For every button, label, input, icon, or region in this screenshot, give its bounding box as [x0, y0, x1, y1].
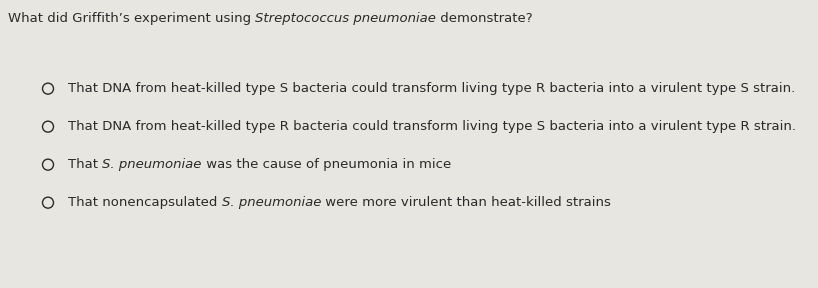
Text: Streptococcus pneumoniae: Streptococcus pneumoniae: [255, 12, 436, 25]
Text: What did Griffith’s experiment using: What did Griffith’s experiment using: [8, 12, 255, 25]
Text: demonstrate?: demonstrate?: [436, 12, 533, 25]
Text: That nonencapsulated: That nonencapsulated: [68, 196, 222, 209]
Text: was the cause of pneumonia in mice: was the cause of pneumonia in mice: [201, 158, 451, 171]
Text: That: That: [68, 158, 102, 171]
Text: S. pneumoniae: S. pneumoniae: [102, 158, 201, 171]
Text: That DNA from heat-killed type R bacteria could transform living type S bacteria: That DNA from heat-killed type R bacteri…: [68, 120, 796, 133]
Text: That DNA from heat-killed type S bacteria could transform living type R bacteria: That DNA from heat-killed type S bacteri…: [68, 82, 795, 95]
Text: were more virulent than heat-killed strains: were more virulent than heat-killed stra…: [321, 196, 611, 209]
Text: S. pneumoniae: S. pneumoniae: [222, 196, 321, 209]
